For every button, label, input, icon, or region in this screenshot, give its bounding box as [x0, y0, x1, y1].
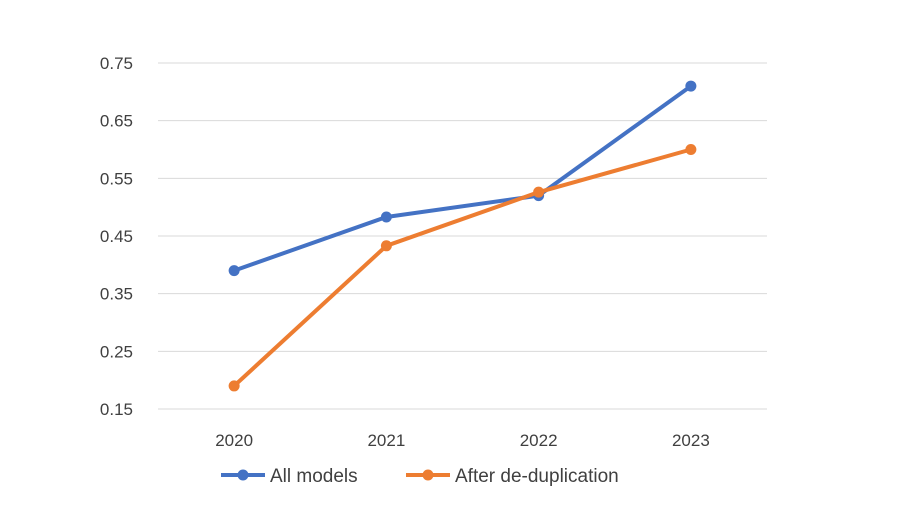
- x-axis-tick-labels: 2020 2021 2022 2023: [215, 431, 710, 450]
- data-point: [533, 186, 545, 198]
- data-point: [380, 240, 392, 252]
- x-tick-label: 2023: [672, 431, 710, 450]
- y-tick-label: 0.55: [100, 169, 133, 188]
- series-line: [232, 147, 693, 388]
- x-tick-label: 2020: [215, 431, 253, 450]
- y-tick-label: 0.35: [100, 285, 133, 304]
- y-tick-label: 0.65: [100, 112, 133, 131]
- y-tick-label: 0.75: [100, 54, 133, 73]
- x-tick-label: 2021: [367, 431, 405, 450]
- y-tick-label: 0.15: [100, 400, 133, 419]
- legend-swatch-marker: [422, 469, 434, 481]
- series-group: [228, 80, 697, 392]
- data-point: [228, 380, 240, 392]
- legend-item: All models: [221, 466, 358, 487]
- legend-label: All models: [270, 466, 358, 487]
- x-tick-label: 2022: [520, 431, 558, 450]
- legend-label: After de-duplication: [455, 466, 619, 487]
- y-tick-label: 0.25: [100, 342, 133, 361]
- series-line: [232, 84, 693, 273]
- legend-item: After de-duplication: [406, 466, 619, 487]
- data-point: [380, 211, 392, 223]
- series-1: [228, 144, 697, 392]
- legend-swatch-marker: [237, 469, 249, 481]
- data-point: [685, 80, 697, 92]
- legend: All models After de-duplication: [221, 466, 619, 487]
- y-axis-tick-labels: 0.75 0.65 0.55 0.45 0.35 0.25 0.15: [100, 54, 133, 419]
- data-point: [228, 265, 240, 277]
- y-tick-label: 0.45: [100, 227, 133, 246]
- gridlines: [158, 62, 767, 410]
- data-point: [685, 144, 697, 155]
- series-0: [228, 80, 697, 277]
